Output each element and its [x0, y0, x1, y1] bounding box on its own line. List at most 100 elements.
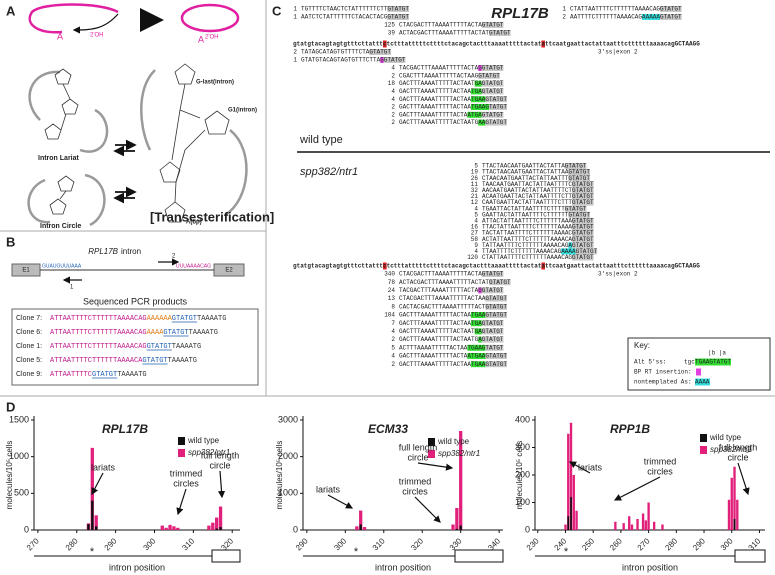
bar: [459, 525, 462, 530]
panel-c: C RPL17B wild type spp382/ntr1 3'ss|exon…: [272, 3, 771, 391]
bar: [359, 510, 363, 530]
read-hl-seq: GTATGT: [489, 279, 511, 286]
read-hl-seq: GTATGT: [572, 187, 594, 194]
read-highlight: [564, 205, 587, 212]
panel-borders: [0, 0, 775, 397]
read-seq: CACTACGACTTTAAAATTTTTACT: [399, 303, 486, 310]
read-highlight: [572, 217, 594, 224]
bar: [575, 510, 578, 530]
annotation: circles: [402, 486, 428, 496]
read-highlight: [481, 65, 504, 71]
clone-seq: GTATGT: [147, 343, 172, 351]
read-count: 4: [391, 353, 395, 360]
read-seq: CAATGAATTACTATTAATTTTCTTT: [482, 199, 572, 206]
y-tick-label: 1000: [278, 488, 298, 498]
read-mark: [467, 353, 486, 359]
read-highlight: [572, 224, 594, 230]
read-hl-seq: GTATGT: [485, 295, 507, 302]
annotation-arrow: [176, 488, 187, 516]
bar: [455, 508, 459, 530]
read-hl-seq: GTATGT: [482, 22, 504, 29]
bar: [359, 524, 362, 530]
read-mark-seq: AAAA: [561, 248, 576, 255]
ref-seq: tctttatttttcttttctacagctactttaaaatttttac…: [387, 41, 542, 48]
read-highlight: [485, 295, 507, 302]
ref-highlight: [541, 262, 545, 270]
read-hl-seq: GTATGT: [482, 328, 504, 335]
intron-word: intron: [121, 247, 141, 256]
read-seq: CGACTTTAAAATTTTTACTAAG: [399, 72, 479, 79]
read-seq: TGAATTACTATTAATTTTCTTTT: [482, 205, 565, 212]
bar: [572, 475, 575, 530]
read-count: 9: [474, 242, 478, 249]
read-hl-seq: GTATGT: [485, 303, 507, 310]
read-seq: GACTTTAAAATTTTTACTAA: [399, 104, 471, 111]
bar: [733, 519, 736, 530]
read-seq: AATCTCTATTTTTTCTACACTACG: [301, 14, 388, 21]
read-mark: [471, 361, 486, 368]
read-hl-seq: GTATGT: [482, 111, 504, 118]
circle-oh: 2'OH: [205, 35, 218, 41]
clone-seq: ATTAATTTTCTTTTTTAAAACAG: [50, 343, 147, 351]
read-highlight: [481, 80, 504, 87]
branch-star: *: [90, 546, 95, 558]
read-hl-seq: GTATGT: [489, 30, 511, 37]
read-highlight: [564, 163, 587, 169]
read-hl-seq: GTATGT: [482, 320, 504, 327]
key-alt-seq: tgc: [684, 359, 695, 366]
read-mark: [471, 312, 486, 318]
legend-swatch: [178, 437, 185, 445]
clone-name: Clone 7:: [16, 315, 42, 322]
read-seq: TTACTATTAATTTTCTTTTTTAAAA: [482, 224, 572, 231]
read-highlight: [383, 57, 406, 63]
read-count: 1: [293, 14, 297, 21]
read-mark: [467, 344, 486, 351]
read-count: 2: [293, 49, 297, 56]
bar: [215, 528, 218, 530]
read-seq: GACTTTAAAATTTTTACTAA: [399, 312, 471, 319]
read-highlight: [572, 236, 594, 243]
bar: [736, 499, 739, 530]
branch-star: *: [564, 546, 569, 558]
read-highlight: [572, 193, 594, 200]
read-hl-seq: GTATGT: [565, 205, 587, 212]
bar: [91, 500, 94, 530]
bar: [95, 526, 98, 530]
annotation: lariats: [578, 462, 603, 472]
read-highlight: [481, 88, 504, 95]
read-count: 16: [471, 224, 479, 231]
read-seq: CTACGACTTTAAAATTTTTACTAA: [399, 295, 486, 302]
read-mark-seq: GA: [475, 80, 483, 87]
bar: [630, 524, 634, 530]
clone-seq: ATTAATTTTC: [50, 371, 92, 379]
read-highlight: [572, 181, 594, 188]
read-mark-seq: TGAA: [471, 312, 486, 319]
read-seq: GACTTTAAAATTTTTACTAA: [399, 361, 471, 368]
clone-seq: GTATGT: [142, 357, 167, 365]
bar: [733, 466, 736, 530]
read-seq: ACTTTAAAATTTTTACTAA: [399, 344, 468, 351]
read-count: 2: [391, 336, 395, 343]
y-tick-label: 300: [515, 442, 530, 452]
legend-swatch: [700, 446, 707, 454]
annotation-arrow: [568, 461, 591, 474]
annotation-arrow: [613, 476, 661, 501]
circle-label: Intron Circle: [40, 223, 81, 230]
bar: [570, 497, 572, 530]
read-mark-seq: TGA: [471, 320, 482, 327]
read-mark: [467, 111, 482, 118]
read-count: 1: [562, 6, 566, 13]
exon-label: E2: [225, 268, 233, 274]
read-seq: CTATTAATTTTCTTTTTTAAAACAG: [570, 6, 660, 13]
annotation: full length: [399, 442, 438, 452]
clone-seq: GTATGT: [163, 329, 188, 337]
ref-seq: GCTAAGG: [675, 41, 701, 48]
read-hl-seq: GTATGT: [387, 6, 409, 13]
bar: [218, 506, 223, 530]
read-highlight: [481, 328, 504, 335]
gene-title: RPL17B: [491, 5, 549, 22]
clone-seq: TAAAATG: [117, 371, 146, 379]
legend-label: wild type: [437, 437, 470, 446]
read-highlight: [387, 6, 409, 12]
